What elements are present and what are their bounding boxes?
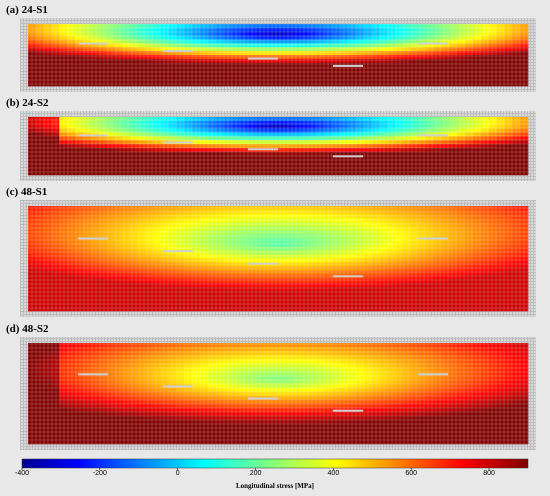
panel-label-d: (d) 48-S2	[6, 323, 49, 335]
stress-map-panel	[20, 18, 536, 92]
missing-data-streak	[248, 57, 278, 60]
measurement-grid	[28, 206, 528, 311]
missing-data-streak	[163, 250, 193, 253]
missing-data-streak	[333, 64, 363, 67]
panel-label-c: (c) 48-S1	[6, 186, 48, 198]
stress-map-panel	[20, 200, 536, 317]
panel-label-b: (b) 24-S2	[6, 97, 49, 109]
missing-data-streak	[78, 134, 108, 137]
missing-data-streak	[78, 237, 108, 240]
missing-data-streak	[333, 155, 363, 158]
missing-data-streak	[248, 148, 278, 151]
missing-data-streak	[163, 141, 193, 144]
measurement-grid	[28, 117, 528, 175]
panels-layer	[20, 18, 536, 450]
missing-data-streak	[333, 275, 363, 278]
measurement-grid	[28, 24, 528, 86]
missing-data-streak	[78, 42, 108, 45]
missing-data-streak	[418, 42, 448, 45]
stress-map-panel	[20, 111, 536, 181]
stress-map-panel	[20, 337, 536, 450]
missing-data-streak	[248, 262, 278, 265]
missing-data-streak	[418, 134, 448, 137]
missing-data-streak	[163, 50, 193, 52]
panel-label-a: (a) 24-S1	[6, 4, 48, 16]
missing-data-streak	[418, 237, 448, 240]
